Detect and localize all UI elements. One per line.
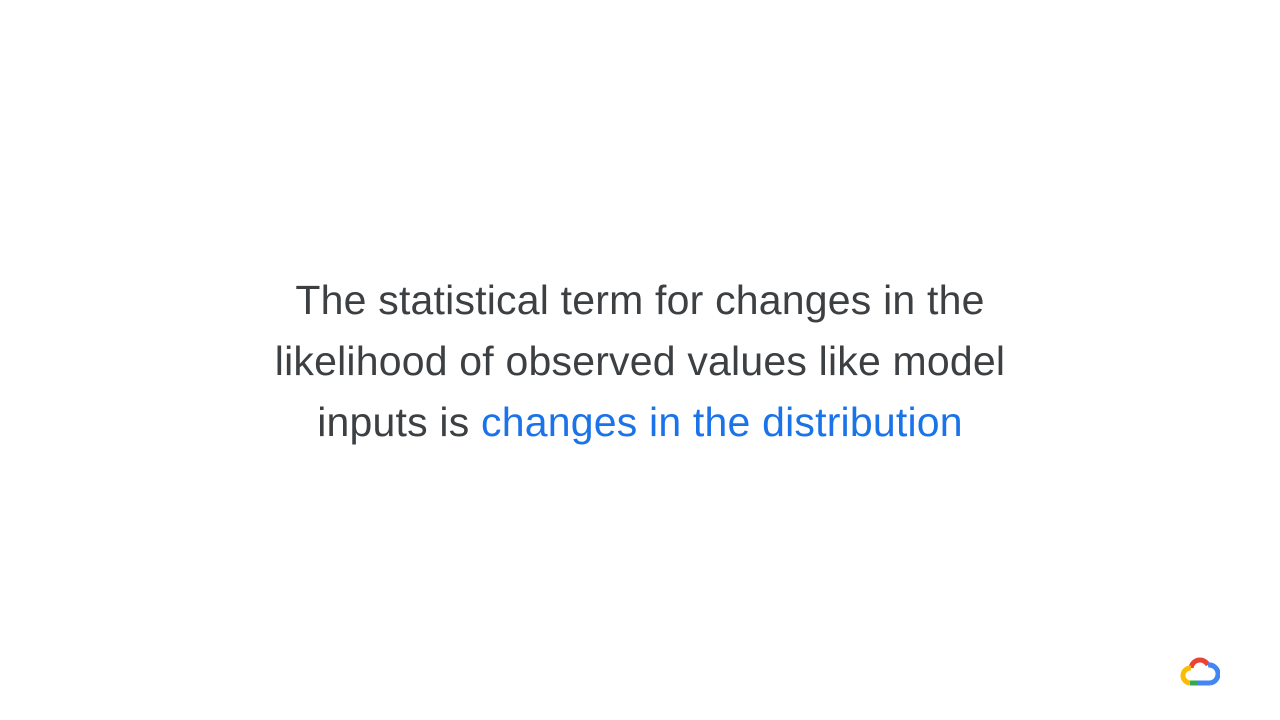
statement-highlight-term: changes in the distribution [481, 399, 963, 445]
slide-statement: The statistical term for changes in the … [0, 270, 1280, 453]
statement-line-2: likelihood of observed values like model [274, 338, 1006, 384]
statement-line-3: inputs is changes in the distribution [0, 392, 1280, 453]
statement-line-3-prefix: inputs is [317, 399, 482, 445]
statement-line-1: The statistical term for changes in the [295, 277, 985, 323]
google-cloud-logo-icon [1180, 657, 1220, 686]
